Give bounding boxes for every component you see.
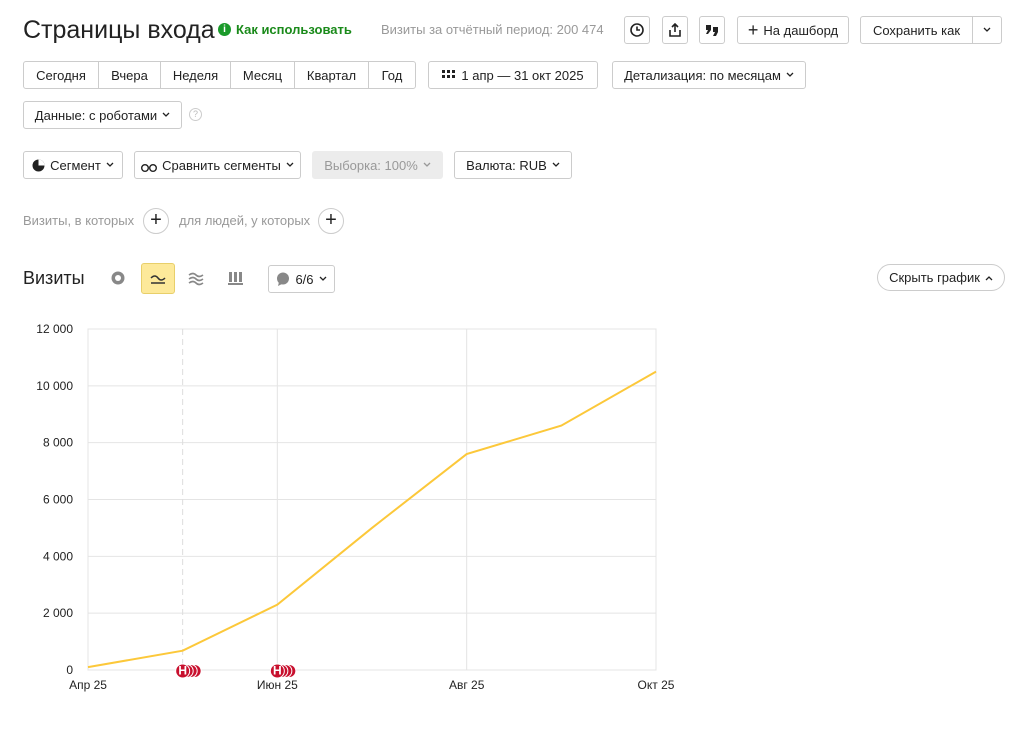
chevron (162, 112, 170, 117)
chevron (786, 72, 794, 77)
save-menu[interactable] (972, 16, 1002, 44)
question-icon[interactable]: ? (189, 108, 202, 121)
annotation-marker[interactable]: Н (175, 663, 202, 679)
bars-icon (228, 272, 243, 285)
add-visit-condition[interactable]: + (143, 208, 169, 234)
period-button[interactable]: Квартал (294, 61, 369, 89)
hide-chart-button[interactable]: Скрыть график (877, 264, 1005, 291)
x-tick-label: Апр 25 (69, 678, 107, 692)
help-link[interactable]: Как использовать (236, 22, 352, 37)
y-tick-label: 8 000 (43, 436, 73, 450)
period-button[interactable]: Неделя (160, 61, 231, 89)
marker-badge (269, 663, 285, 679)
pie-chart-toggle[interactable] (110, 270, 126, 286)
hide-chart-label: Скрыть график (889, 270, 980, 285)
sample-label: Выборка: 100% (324, 157, 418, 173)
segment-label: Сегмент (50, 157, 101, 173)
currency-button[interactable]: Валюта: RUB (454, 151, 572, 179)
x-tick-label: Авг 25 (449, 678, 485, 692)
history-button[interactable] (624, 16, 650, 44)
chart-title: Визиты (23, 268, 85, 288)
bar-chart-toggle[interactable] (228, 270, 244, 291)
data-filter-label: Данные: с роботами (34, 107, 158, 123)
chevron (423, 162, 431, 167)
annotations-button[interactable]: 6/6 (268, 265, 335, 293)
compare-label: Сравнить сегменты (162, 157, 281, 173)
chevron (983, 27, 991, 32)
data-filter[interactable]: Данные: с роботами (23, 101, 182, 129)
comment-icon (277, 272, 290, 286)
visits-total: Визиты за отчётный период: 200 474 (381, 22, 604, 37)
currency-label: Валюта: RUB (466, 157, 547, 173)
condition-visits: Визиты, в которых (23, 213, 135, 228)
line-icon (150, 275, 166, 284)
chevron (106, 162, 114, 167)
export-icon (669, 23, 681, 37)
date-range[interactable]: 1 апр — 31 окт 2025 (428, 61, 598, 89)
compare-icon (141, 163, 158, 172)
series-line (87, 370, 657, 669)
period-button[interactable]: Год (368, 61, 416, 89)
pie-icon (111, 271, 125, 285)
line-chart-toggle[interactable] (141, 263, 175, 294)
chevron (286, 162, 294, 167)
calendar-icon (442, 70, 456, 78)
compare-button[interactable]: Сравнить сегменты (134, 151, 301, 179)
page-title: Страницы входа (23, 16, 215, 44)
y-tick-label: 2 000 (43, 606, 73, 620)
y-tick-label: 0 (66, 663, 73, 677)
period-button[interactable]: Месяц (230, 61, 295, 89)
annotations-count: 6/6 (295, 271, 314, 287)
detail-select[interactable]: Детализация: по месяцам (612, 61, 806, 89)
plus-icon: + (747, 20, 759, 40)
segment-button[interactable]: Сегмент (23, 151, 123, 179)
clock-icon (630, 23, 644, 37)
x-tick-label: Июн 25 (257, 678, 298, 692)
save-label: Сохранить как (872, 22, 961, 38)
condition-people: для людей, у которых (179, 213, 311, 228)
y-tick-label: 10 000 (36, 379, 73, 393)
help-icon: i (218, 23, 231, 36)
marker-label: Н (273, 664, 282, 678)
date-range-label: 1 апр — 31 окт 2025 (461, 67, 584, 83)
dashboard-button[interactable]: + На дашборд (737, 16, 849, 44)
detail-label: Детализация: по месяцам (624, 67, 781, 83)
save-button[interactable]: Сохранить как (860, 16, 973, 44)
sample-button: Выборка: 100% (312, 151, 443, 179)
area-icon (188, 272, 204, 286)
dashboard-label: На дашборд (763, 22, 839, 38)
marker-badge (175, 663, 191, 679)
share-button[interactable] (699, 16, 725, 44)
annotation-marker[interactable]: Н (269, 663, 297, 679)
chevron-up (985, 275, 993, 280)
area-chart-toggle[interactable] (188, 270, 204, 291)
chevron (319, 276, 326, 281)
y-tick-label: 6 000 (43, 493, 73, 507)
quote-icon (706, 25, 718, 36)
y-tick-label: 4 000 (43, 549, 73, 563)
y-tick-label: 12 000 (36, 322, 73, 336)
export-button[interactable] (662, 16, 688, 44)
period-button[interactable]: Сегодня (23, 61, 99, 89)
period-button[interactable]: Вчера (98, 61, 161, 89)
pie-icon (32, 159, 45, 171)
chevron (552, 162, 560, 167)
chart: 0 2 000 4 000 6 000 8 000 10 000 12 000 Апр 25 И… (36, 322, 675, 692)
x-tick-label: Окт 25 (638, 678, 675, 692)
marker-label: Н (178, 664, 187, 678)
add-people-condition[interactable]: + (318, 208, 344, 234)
